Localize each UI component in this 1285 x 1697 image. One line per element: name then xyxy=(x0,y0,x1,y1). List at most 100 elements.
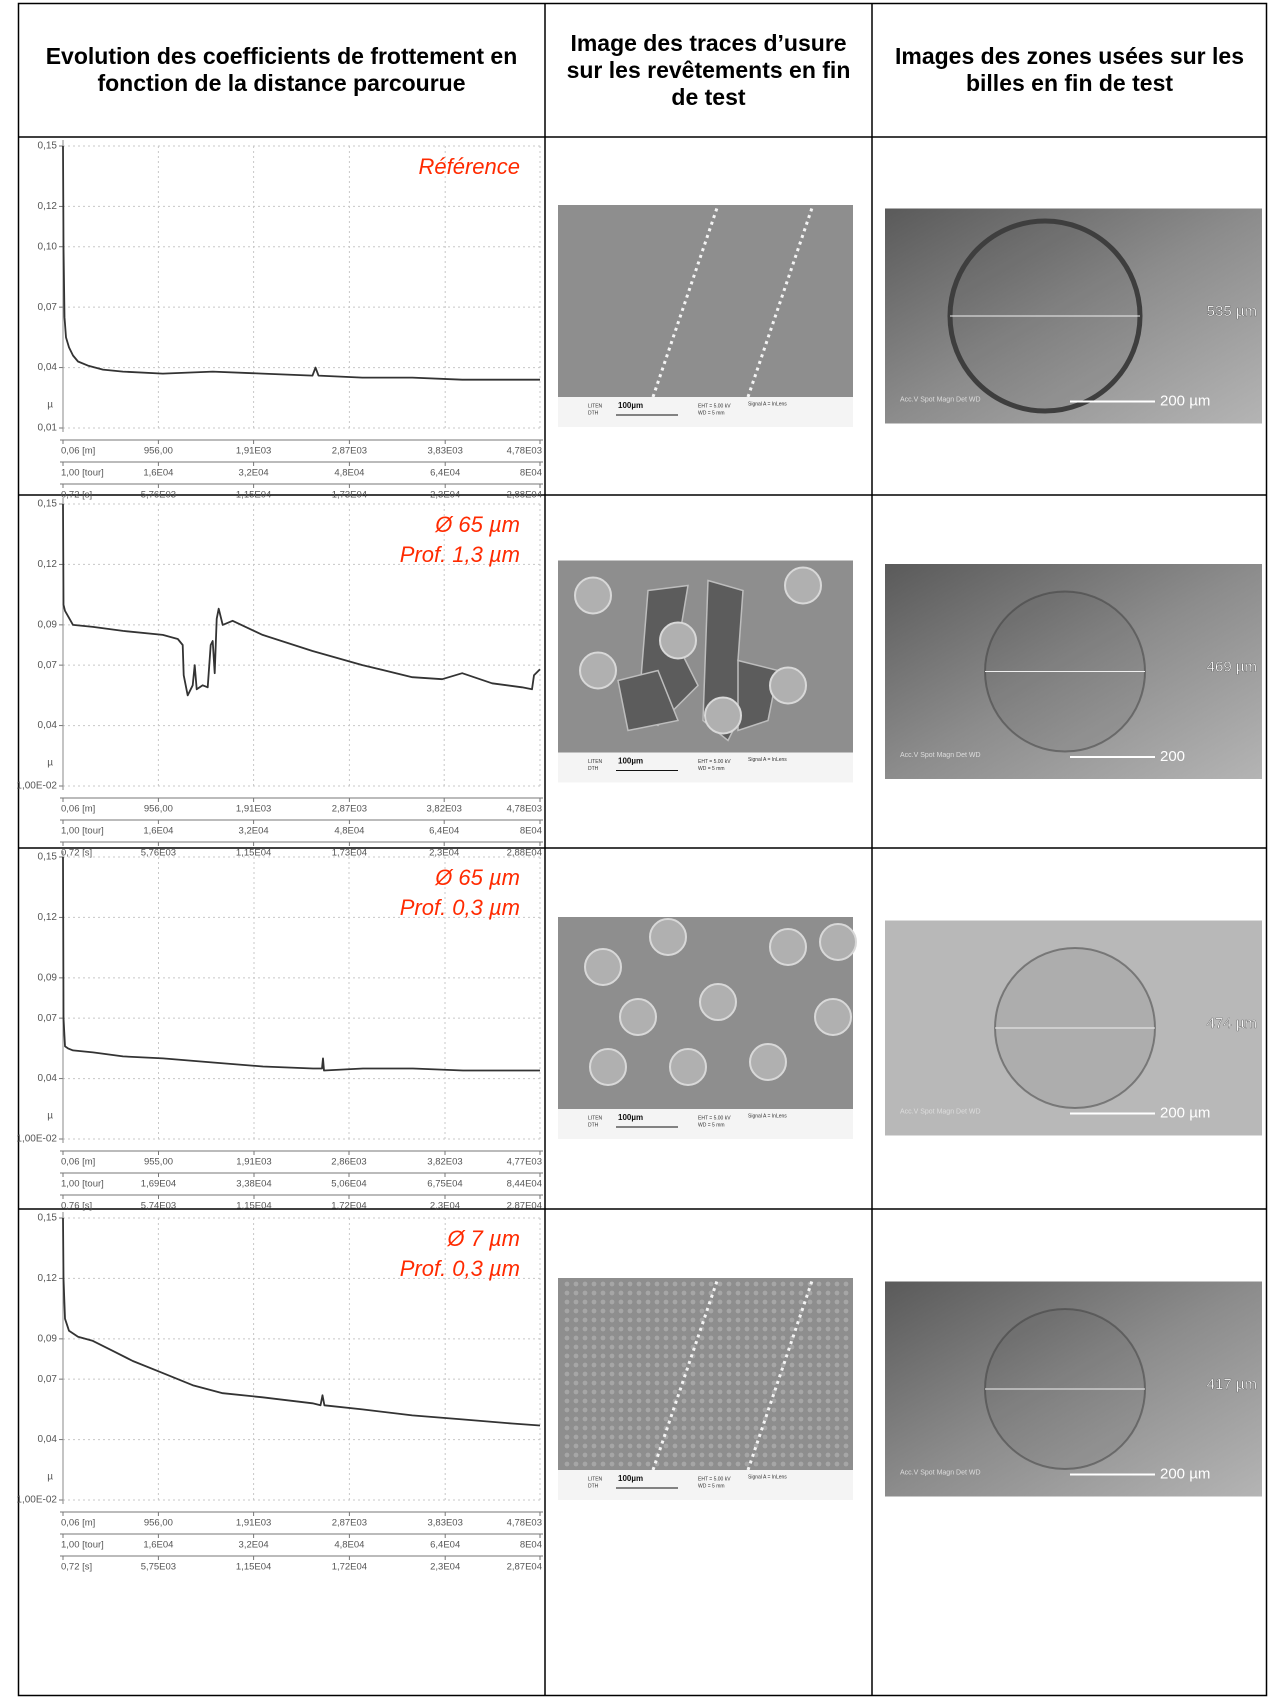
texture-dot xyxy=(663,1389,669,1395)
texture-dot xyxy=(573,1326,579,1332)
texture-dot xyxy=(708,1416,714,1422)
x-tick-label: 6,4E04 xyxy=(430,1540,460,1551)
texture-dot xyxy=(681,1299,687,1305)
sem-label: LITEN xyxy=(588,759,603,765)
texture-dot xyxy=(744,1344,750,1350)
texture-dot xyxy=(564,1299,570,1305)
x-tick-label: 1,15E04 xyxy=(236,1201,271,1212)
texture-dot xyxy=(789,1353,795,1359)
texture-dot xyxy=(834,1461,840,1467)
ball-image: 474 µm Acc.V Spot Magn Det WD 200 µm xyxy=(885,920,1262,1136)
texture-dot xyxy=(672,1443,678,1449)
texture-dot xyxy=(681,1335,687,1341)
measure-label: 535 µm xyxy=(1207,303,1257,320)
texture-dot xyxy=(573,1290,579,1296)
texture-dot xyxy=(672,1281,678,1287)
texture-dot xyxy=(699,1407,705,1413)
texture-dot xyxy=(735,1380,741,1386)
texture-dot xyxy=(780,1443,786,1449)
texture-dot xyxy=(699,1308,705,1314)
y-axis-label: µ xyxy=(47,758,53,769)
texture-dot xyxy=(582,1452,588,1458)
texture-dot xyxy=(771,1308,777,1314)
texture-dot xyxy=(663,1407,669,1413)
texture-dot xyxy=(726,1425,732,1431)
texture-dot xyxy=(807,1290,813,1296)
texture-dot xyxy=(708,1317,714,1323)
x-tick-label: 0,06 [m] xyxy=(61,804,95,815)
texture-dot xyxy=(663,1317,669,1323)
texture-dot xyxy=(771,1389,777,1395)
texture-dot xyxy=(573,1281,579,1287)
texture-dot xyxy=(591,1362,597,1368)
scale-label: 200 µm xyxy=(1160,392,1210,409)
y-axis-label: µ xyxy=(47,1472,53,1483)
y-axis-label: µ xyxy=(47,1111,53,1122)
texture-dot xyxy=(798,1335,804,1341)
x-tick-label: 2,87E04 xyxy=(507,1201,542,1212)
x-tick-label: 1,69E04 xyxy=(141,1179,176,1190)
texture-dot xyxy=(699,1362,705,1368)
texture-dot xyxy=(699,1380,705,1386)
texture-dot xyxy=(681,1434,687,1440)
texture-dot xyxy=(591,1452,597,1458)
texture-dot xyxy=(600,1290,606,1296)
x-tick-label: 3,83E03 xyxy=(427,446,462,457)
texture-dot xyxy=(744,1461,750,1467)
texture-dot xyxy=(798,1371,804,1377)
texture-dot xyxy=(717,1461,723,1467)
texture-dot xyxy=(834,1416,840,1422)
texture-dot xyxy=(816,1371,822,1377)
texture-dot xyxy=(672,1452,678,1458)
sem-info: Acc.V Spot Magn Det WD xyxy=(900,752,981,759)
texture-dot xyxy=(807,1362,813,1368)
sem-label: WD = 5 mm xyxy=(698,410,725,416)
texture-dot xyxy=(825,1290,831,1296)
texture-dot xyxy=(573,1407,579,1413)
texture-dot xyxy=(717,1452,723,1458)
texture-dot xyxy=(618,1290,624,1296)
texture-dot xyxy=(636,1443,642,1449)
texture-dot xyxy=(753,1308,759,1314)
texture-dot xyxy=(717,1416,723,1422)
texture-dot xyxy=(591,1443,597,1449)
texture-dot xyxy=(834,1308,840,1314)
texture-dot xyxy=(564,1362,570,1368)
texture-dot xyxy=(735,1281,741,1287)
texture-dot xyxy=(582,1443,588,1449)
x-tick-label: 2,3E04 xyxy=(430,1562,460,1573)
texture-dot xyxy=(573,1344,579,1350)
texture-dot xyxy=(807,1317,813,1323)
y-tick-label: 1,00E-02 xyxy=(16,781,57,792)
texture-dot xyxy=(771,1380,777,1386)
texture-dot xyxy=(690,1425,696,1431)
y-tick-label: 0,01 xyxy=(38,423,58,434)
texture-dot xyxy=(654,1317,660,1323)
texture-dot xyxy=(753,1380,759,1386)
x-tick-label: 4,78E03 xyxy=(507,446,542,457)
texture-dot xyxy=(843,1398,849,1404)
pit xyxy=(574,576,612,615)
sem-label: EHT = 5.00 kV xyxy=(698,759,731,765)
texture-dot xyxy=(735,1389,741,1395)
texture-dot xyxy=(663,1326,669,1332)
texture-dot xyxy=(789,1326,795,1332)
texture-dot xyxy=(798,1434,804,1440)
texture-dot xyxy=(564,1344,570,1350)
texture-dot xyxy=(600,1353,606,1359)
texture-dot xyxy=(816,1344,822,1350)
x-tick-label: 4,78E03 xyxy=(507,1518,542,1529)
texture-dot xyxy=(834,1380,840,1386)
texture-dot xyxy=(798,1317,804,1323)
texture-dot xyxy=(564,1326,570,1332)
texture-dot xyxy=(834,1353,840,1359)
texture-dot xyxy=(744,1380,750,1386)
texture-dot xyxy=(816,1362,822,1368)
texture-dot xyxy=(744,1371,750,1377)
x-tick-label: 3,2E04 xyxy=(239,826,269,837)
texture-dot xyxy=(843,1344,849,1350)
texture-dot xyxy=(825,1362,831,1368)
texture-dot xyxy=(744,1290,750,1296)
texture-dot xyxy=(609,1371,615,1377)
texture-dot xyxy=(771,1452,777,1458)
